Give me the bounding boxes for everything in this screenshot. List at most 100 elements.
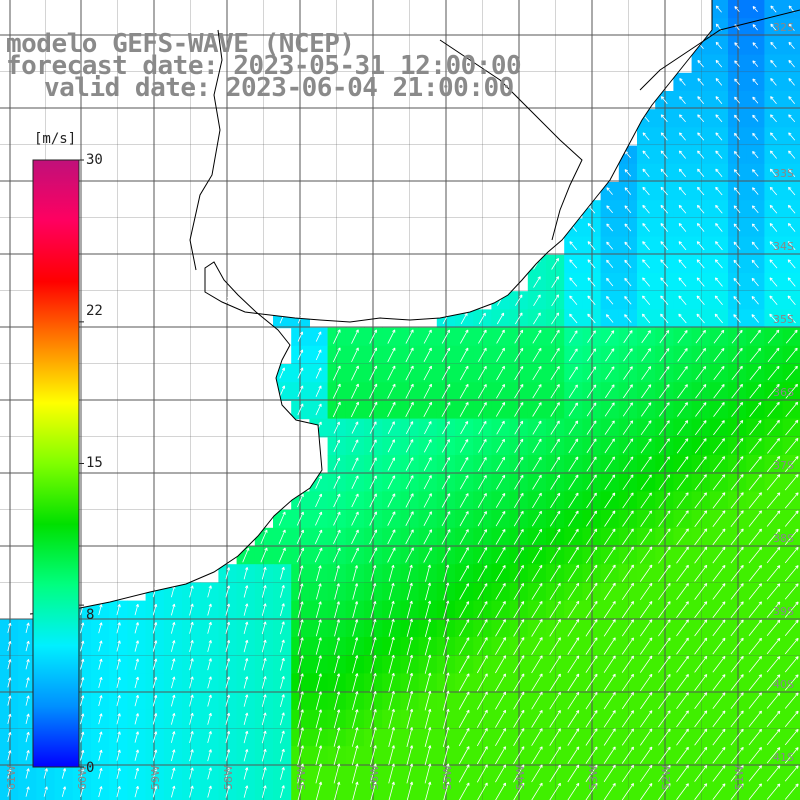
wind-arrow (333, 547, 341, 563)
wind-speed-cell (709, 509, 729, 529)
wind-arrow (352, 619, 359, 637)
wind-arrow (134, 603, 139, 616)
wind-arrow (261, 730, 267, 744)
wind-arrow (751, 296, 759, 305)
wind-speed-cell (746, 436, 765, 456)
wind-arrow (334, 637, 340, 655)
wind-arrow (189, 767, 194, 780)
wind-arrow (424, 636, 432, 656)
wind-arrow (785, 329, 798, 344)
wind-speed-cell (637, 746, 656, 765)
wind-arrow (715, 78, 723, 86)
wind-speed-cell (618, 455, 638, 474)
wind-arrow (587, 330, 596, 343)
wind-speed-cell (491, 546, 511, 565)
wind-arrow (624, 296, 632, 305)
wind-arrow (25, 695, 30, 706)
wind-arrow (25, 659, 30, 670)
wind-arrow (549, 655, 561, 674)
wind-arrow (531, 655, 543, 674)
longitude-label: 59W (149, 765, 162, 790)
wind-speed-cell (491, 764, 511, 784)
wind-arrow (748, 710, 762, 728)
wind-speed-cell (382, 455, 401, 474)
wind-arrow (677, 348, 688, 362)
wind-arrow (297, 601, 304, 618)
wind-arrow (676, 710, 689, 728)
wind-speed-cell (400, 400, 420, 420)
wind-arrow (388, 654, 395, 674)
wind-speed-cell (491, 582, 511, 602)
wind-speed-cell (455, 473, 474, 492)
wind-arrow (731, 420, 744, 436)
wind-arrow (80, 658, 85, 670)
wind-arrow (749, 420, 762, 436)
wind-arrow (567, 673, 580, 692)
wind-arrow (98, 658, 103, 670)
wind-arrow (369, 347, 377, 363)
wind-arrow (387, 457, 395, 471)
wind-arrow (315, 655, 322, 674)
wind-arrow (478, 329, 487, 344)
wind-arrow (532, 474, 542, 490)
wind-speed-cell (564, 527, 583, 547)
wind-arrow (531, 764, 543, 783)
wind-arrow (549, 564, 561, 582)
wind-arrow (513, 764, 525, 783)
wind-arrow (225, 567, 231, 580)
wind-speed-cell (600, 436, 620, 456)
wind-arrow (332, 401, 341, 418)
wind-arrow (752, 169, 759, 177)
wind-arrow (694, 583, 708, 600)
wind-arrow (531, 600, 543, 619)
wind-speed-cell (600, 527, 620, 547)
wind-arrow (297, 655, 304, 674)
wind-arrow (696, 259, 705, 269)
latitude-label: 37S (773, 459, 794, 472)
wind-arrow (352, 691, 359, 711)
longitude-label: 55W (441, 765, 454, 790)
wind-arrow (730, 510, 744, 527)
wind-arrow (751, 241, 759, 250)
wind-arrow (315, 493, 322, 508)
wind-arrow (730, 710, 744, 728)
wind-arrow (730, 637, 744, 655)
wind-arrow (171, 621, 176, 634)
wind-arrow (696, 223, 705, 232)
wind-arrow (676, 474, 689, 491)
latitude-label: 35S (773, 313, 794, 326)
wind-arrow (551, 312, 560, 325)
wind-speed-cell (637, 546, 656, 565)
wind-speed-cell (327, 509, 347, 529)
wind-arrow (568, 420, 579, 435)
wind-arrow (515, 294, 523, 306)
wind-arrow (459, 601, 470, 619)
wind-speed-cell (491, 600, 511, 620)
wind-arrow (369, 439, 377, 453)
wind-speed-cell (709, 327, 729, 347)
wind-speed-cell (564, 364, 583, 383)
wind-arrow (658, 564, 671, 582)
wind-arrow (514, 420, 524, 435)
wind-arrow (405, 421, 414, 435)
wind-arrow (532, 365, 542, 381)
wind-arrow (7, 768, 12, 779)
wind-arrow (770, 5, 777, 13)
longitude-label: 52W (660, 765, 673, 790)
wind-arrow (788, 23, 795, 31)
wind-arrow (678, 168, 687, 178)
wind-arrow (352, 655, 359, 674)
wind-arrow (315, 331, 322, 342)
wind-arrow (478, 312, 486, 325)
wind-speed-cell (782, 109, 800, 128)
wind-arrow (334, 655, 341, 674)
wind-arrow (748, 565, 762, 582)
wind-speed-cell (455, 582, 474, 602)
wind-arrow (478, 438, 487, 453)
wind-speed-cell (691, 600, 711, 620)
wind-arrow (568, 510, 579, 527)
wind-speed-cell (455, 691, 474, 711)
wind-arrow (351, 745, 359, 766)
wind-arrow (297, 403, 304, 416)
wind-arrow (443, 564, 450, 582)
